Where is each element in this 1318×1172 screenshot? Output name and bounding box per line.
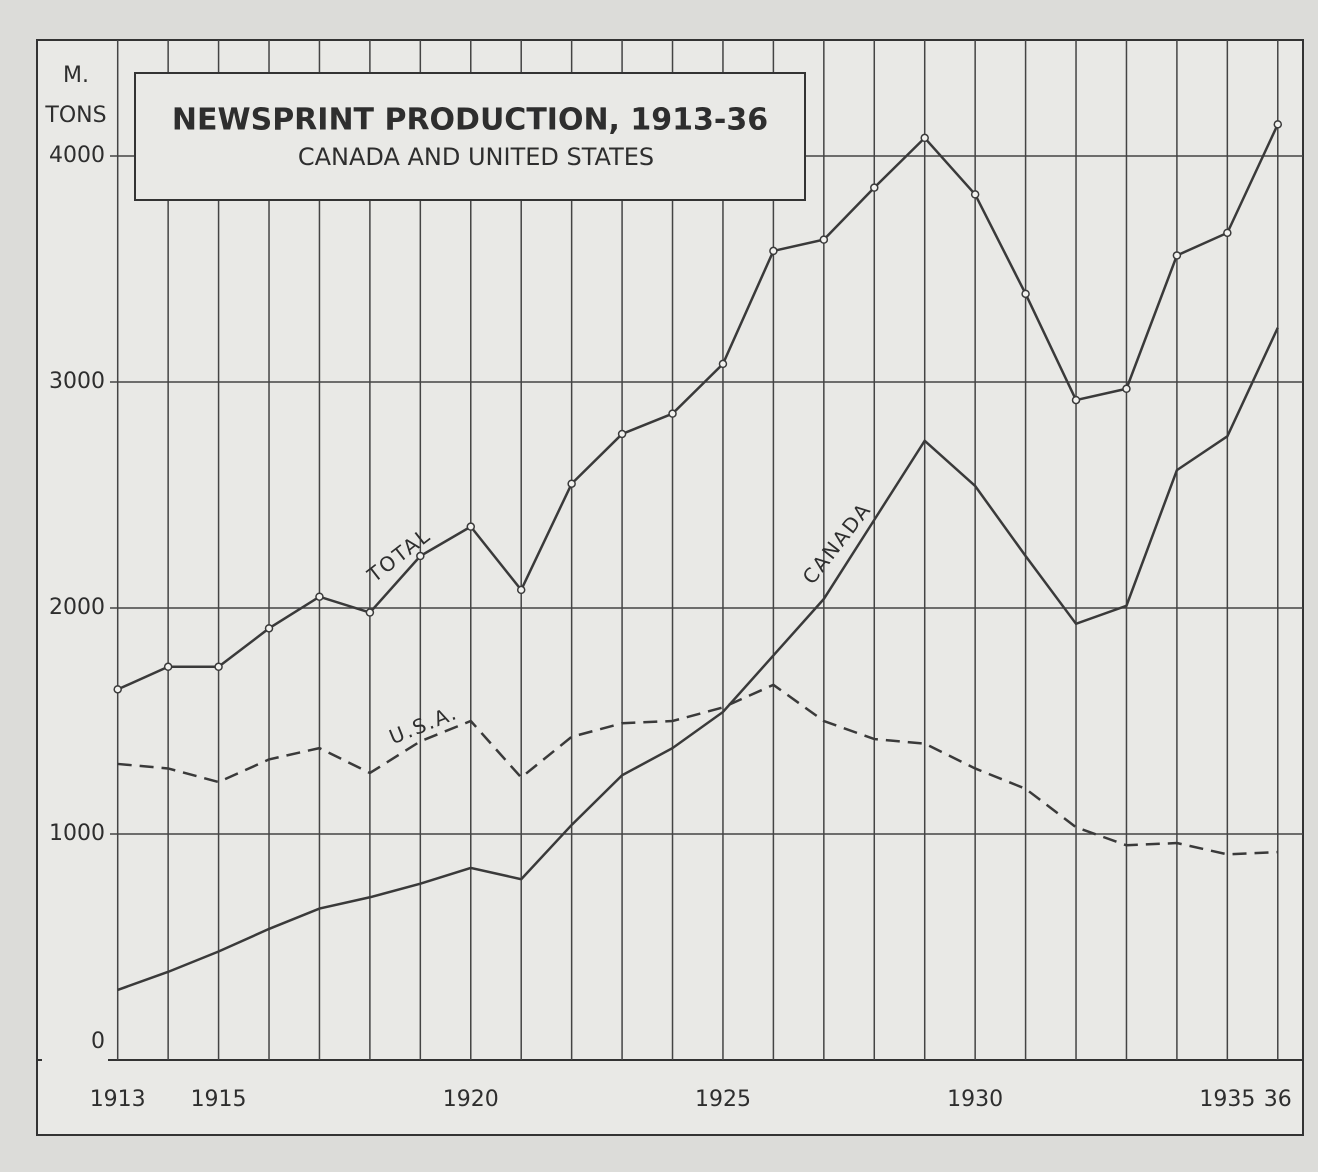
y-tick-label: 2000 (49, 595, 105, 620)
title-box (134, 72, 806, 201)
y-tick-label: 3000 (49, 369, 105, 394)
data-point (516, 585, 526, 595)
data-point (870, 183, 879, 192)
data-point (264, 624, 274, 633)
data-point (113, 685, 122, 694)
data-point (1223, 228, 1232, 238)
x-tick-label: 1930 (947, 1087, 1003, 1112)
series-line (117, 327, 1279, 992)
y-tick-label: 1000 (49, 821, 105, 846)
data-point (617, 429, 627, 439)
x-tick-label: 1915 (191, 1087, 247, 1112)
chart-subtitle: CANADA AND UNITED STATES (298, 143, 654, 171)
series-line (117, 123, 1279, 691)
y-tick-label: 0 (91, 1029, 105, 1054)
data-point (163, 662, 173, 672)
data-point (668, 409, 677, 418)
x-tick-label: 36 (1264, 1087, 1292, 1112)
data-point (365, 608, 375, 617)
data-point (1172, 251, 1182, 260)
data-point (1122, 384, 1131, 394)
x-tick-label: 1925 (695, 1087, 751, 1112)
data-point (769, 246, 778, 256)
x-tick-label: 1913 (90, 1087, 146, 1112)
y-axis-label: TONS (44, 103, 106, 128)
data-point (970, 190, 980, 199)
tick-label-bg (42, 818, 108, 850)
data-point (920, 133, 929, 143)
data-point (567, 479, 576, 488)
tick-label-bg (42, 140, 108, 172)
data-point (1021, 289, 1030, 299)
data-point (315, 592, 324, 601)
data-point (718, 359, 728, 369)
y-tick-label: 4000 (49, 143, 105, 168)
data-point (819, 235, 829, 244)
plot-frame (36, 39, 1304, 1136)
tick-label-bg (42, 1044, 108, 1076)
tick-label-bg (42, 366, 108, 398)
series-line (117, 683, 1278, 856)
tick-label-bg (42, 592, 108, 624)
chart-title: NEWSPRINT PRODUCTION, 1913-36 (172, 103, 768, 138)
data-point (214, 662, 223, 672)
data-point (416, 551, 425, 561)
data-point (1071, 395, 1081, 405)
data-point (1273, 120, 1283, 129)
x-tick-label: 1920 (443, 1087, 499, 1112)
data-point (466, 522, 476, 531)
x-tick-label: 1935 (1199, 1087, 1255, 1112)
y-axis-label: M. (63, 63, 89, 88)
